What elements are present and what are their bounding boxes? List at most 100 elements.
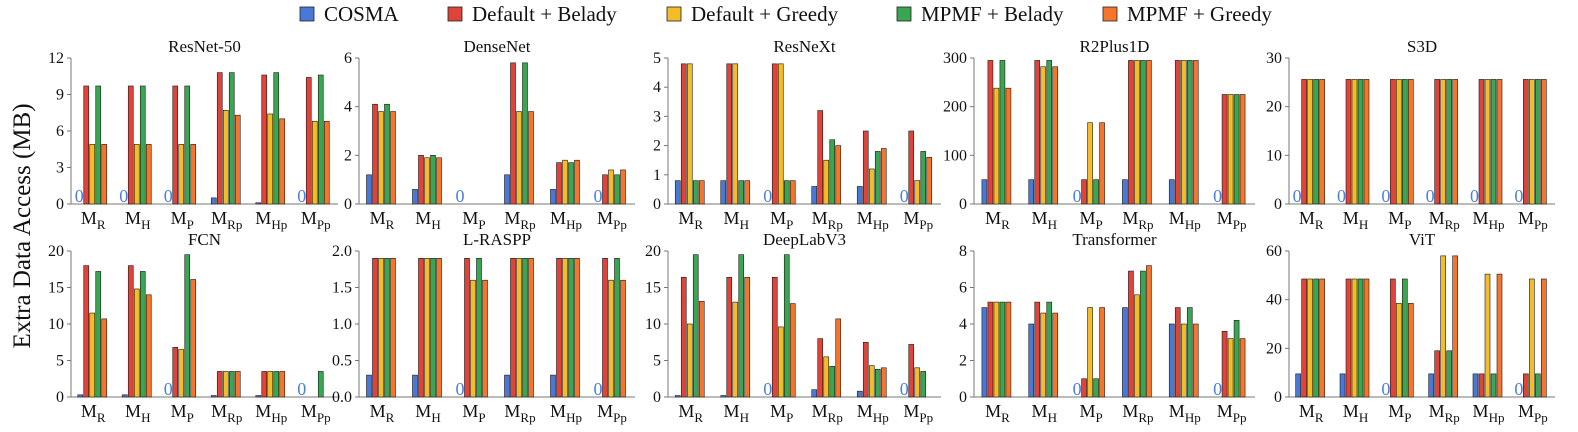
x-tick-label: MHp	[1473, 401, 1505, 425]
y-axis-label: Extra Data Access (MB)	[9, 103, 36, 348]
x-tick-label: MRp	[211, 208, 242, 232]
y-tick-label: 0	[959, 389, 967, 406]
bar	[698, 301, 705, 398]
y-tick-label: 6	[56, 123, 64, 140]
bar	[1541, 278, 1547, 398]
x-tick-label: MRp	[504, 208, 535, 232]
bar	[1478, 79, 1485, 205]
y-tick-label: 4	[344, 99, 352, 116]
bar	[1128, 60, 1134, 205]
bar	[145, 144, 152, 205]
x-tick-label: MH	[125, 208, 150, 232]
bar	[874, 151, 881, 205]
bar	[1180, 60, 1187, 205]
bar	[686, 323, 693, 398]
bar	[562, 257, 568, 398]
x-tick-label: MR	[81, 401, 106, 425]
bar	[1390, 79, 1396, 205]
bar	[101, 144, 108, 205]
x-tick-label: MR	[370, 208, 395, 232]
zero-value-label: 0	[297, 186, 306, 206]
bar	[127, 85, 134, 205]
bar	[1122, 179, 1128, 205]
bar	[504, 174, 510, 205]
bar	[1307, 278, 1313, 398]
bar	[574, 257, 580, 398]
x-tick-label: MP	[1079, 208, 1102, 232]
bar	[1434, 79, 1440, 205]
bar	[317, 74, 324, 205]
bar	[1313, 278, 1319, 398]
x-tick-label: MH	[415, 208, 440, 232]
x-tick-label: MPp	[1518, 208, 1548, 232]
bar	[1390, 278, 1396, 398]
bar	[726, 276, 733, 398]
bar	[726, 63, 733, 205]
bar	[1529, 79, 1535, 205]
bar	[216, 72, 223, 205]
zero-value-label: 0	[119, 186, 128, 206]
y-tick-label: 0.0	[332, 389, 352, 406]
bar	[981, 307, 988, 398]
y-tick-label: 4	[959, 316, 967, 333]
y-tick-label: 5	[653, 353, 661, 370]
bar	[568, 257, 574, 398]
y-tick-label: 5	[56, 353, 64, 370]
y-tick-label: 60	[1266, 243, 1282, 260]
bar	[999, 301, 1006, 398]
bar	[412, 189, 418, 205]
bar	[504, 374, 510, 398]
bar	[133, 144, 140, 205]
bar	[261, 371, 268, 398]
bar	[1034, 301, 1041, 398]
bar	[139, 85, 146, 205]
bar	[862, 130, 869, 205]
bar	[744, 276, 751, 398]
bar	[835, 145, 842, 205]
bar	[516, 257, 522, 398]
panel-title: S3D	[1407, 37, 1437, 56]
y-tick-label: 0	[56, 389, 64, 406]
y-tick-label: 0	[653, 196, 661, 213]
bar	[145, 294, 152, 398]
zero-value-label: 0	[1213, 379, 1222, 399]
bar	[738, 254, 745, 398]
bar	[510, 257, 516, 398]
bar	[1484, 273, 1491, 398]
bar	[1452, 79, 1458, 205]
bar	[1099, 307, 1105, 398]
bar	[1452, 255, 1458, 398]
bar	[1402, 79, 1408, 205]
x-tick-label: MP	[1388, 208, 1411, 232]
x-tick-label: MPp	[597, 208, 627, 232]
bar	[674, 180, 681, 205]
bar	[789, 303, 796, 398]
y-tick-label: 0	[1274, 196, 1282, 213]
bar	[366, 174, 372, 205]
bar	[720, 180, 727, 205]
bar	[1239, 94, 1246, 205]
bar	[279, 371, 286, 398]
bar	[1319, 278, 1325, 398]
x-tick-label: MRp	[504, 401, 535, 425]
bar	[926, 156, 933, 205]
x-tick-label: MH	[1343, 208, 1368, 232]
bar	[880, 367, 887, 398]
zero-value-label: 0	[594, 186, 603, 206]
x-tick-label: MPp	[301, 208, 331, 232]
bar	[89, 144, 96, 205]
bar	[436, 157, 442, 205]
bar	[516, 111, 522, 205]
bar	[95, 85, 102, 205]
bar	[83, 85, 90, 205]
bar	[101, 318, 108, 398]
legend-label-1: Default + Belady	[472, 2, 617, 26]
y-tick-label: 20	[645, 243, 661, 260]
bar	[317, 371, 324, 398]
zero-value-label: 0	[1213, 186, 1222, 206]
bar	[1408, 303, 1414, 398]
bar	[680, 276, 687, 398]
